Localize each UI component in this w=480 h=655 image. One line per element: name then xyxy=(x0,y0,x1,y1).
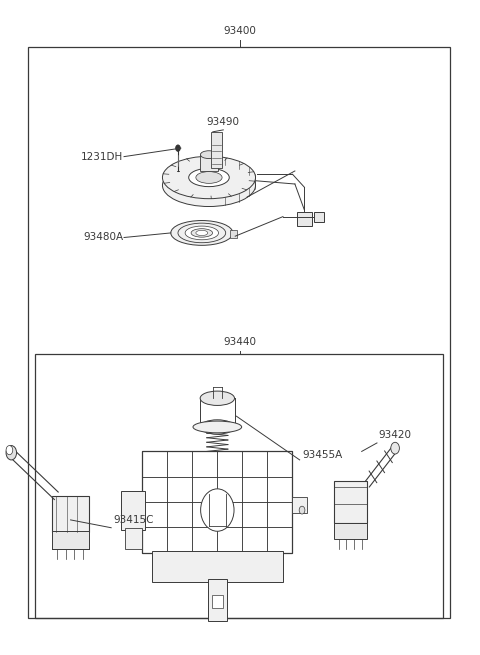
Ellipse shape xyxy=(196,172,222,183)
Bar xyxy=(242,502,267,527)
Ellipse shape xyxy=(189,168,229,187)
Ellipse shape xyxy=(171,221,233,246)
Bar xyxy=(242,527,267,553)
Bar xyxy=(211,132,222,168)
Bar xyxy=(200,155,217,171)
Bar xyxy=(120,491,144,530)
Bar xyxy=(142,451,292,553)
Bar xyxy=(28,47,450,618)
Bar xyxy=(52,496,89,532)
Bar xyxy=(334,481,367,523)
Bar xyxy=(292,497,307,514)
Text: 93455A: 93455A xyxy=(302,450,342,460)
Ellipse shape xyxy=(162,157,255,198)
Bar xyxy=(267,451,292,477)
Text: 93415C: 93415C xyxy=(114,515,154,525)
Text: 93480A: 93480A xyxy=(83,233,123,242)
Ellipse shape xyxy=(299,506,305,514)
Bar xyxy=(125,529,142,550)
Ellipse shape xyxy=(200,151,217,159)
Text: 93440: 93440 xyxy=(224,337,256,347)
Bar xyxy=(267,477,292,502)
Bar xyxy=(334,523,367,540)
Bar xyxy=(208,578,227,621)
Bar xyxy=(267,502,292,527)
Ellipse shape xyxy=(391,442,399,454)
Ellipse shape xyxy=(176,145,180,151)
Ellipse shape xyxy=(185,226,218,240)
Bar xyxy=(192,451,217,477)
Bar xyxy=(167,502,192,527)
Bar xyxy=(217,451,242,477)
Bar xyxy=(242,477,267,502)
Bar xyxy=(229,231,237,238)
Ellipse shape xyxy=(196,231,208,236)
Bar xyxy=(167,451,192,477)
Bar xyxy=(142,527,167,553)
Bar xyxy=(267,527,292,553)
Bar xyxy=(142,451,167,477)
Text: 93400: 93400 xyxy=(224,26,256,36)
Ellipse shape xyxy=(191,229,213,237)
Bar xyxy=(142,502,167,527)
Text: 1231DH: 1231DH xyxy=(81,151,123,162)
Bar xyxy=(217,477,242,502)
Bar xyxy=(297,212,312,227)
Text: 93490: 93490 xyxy=(207,117,240,127)
Bar xyxy=(192,527,217,553)
Bar xyxy=(167,477,192,502)
Bar xyxy=(217,502,242,527)
Ellipse shape xyxy=(201,489,234,531)
Bar xyxy=(142,477,167,502)
Bar xyxy=(242,451,267,477)
Ellipse shape xyxy=(6,445,13,455)
Bar xyxy=(152,551,283,582)
Ellipse shape xyxy=(6,445,17,460)
Bar xyxy=(192,477,217,502)
Bar xyxy=(212,595,223,608)
Bar xyxy=(167,527,192,553)
Ellipse shape xyxy=(193,421,241,433)
Text: 93420: 93420 xyxy=(378,430,411,440)
Ellipse shape xyxy=(200,420,235,434)
Bar xyxy=(35,354,443,618)
Ellipse shape xyxy=(200,391,235,405)
Bar xyxy=(217,527,242,553)
Bar xyxy=(192,502,217,527)
Ellipse shape xyxy=(162,164,255,206)
Ellipse shape xyxy=(178,223,226,243)
Bar xyxy=(52,531,89,550)
Bar xyxy=(314,212,324,223)
